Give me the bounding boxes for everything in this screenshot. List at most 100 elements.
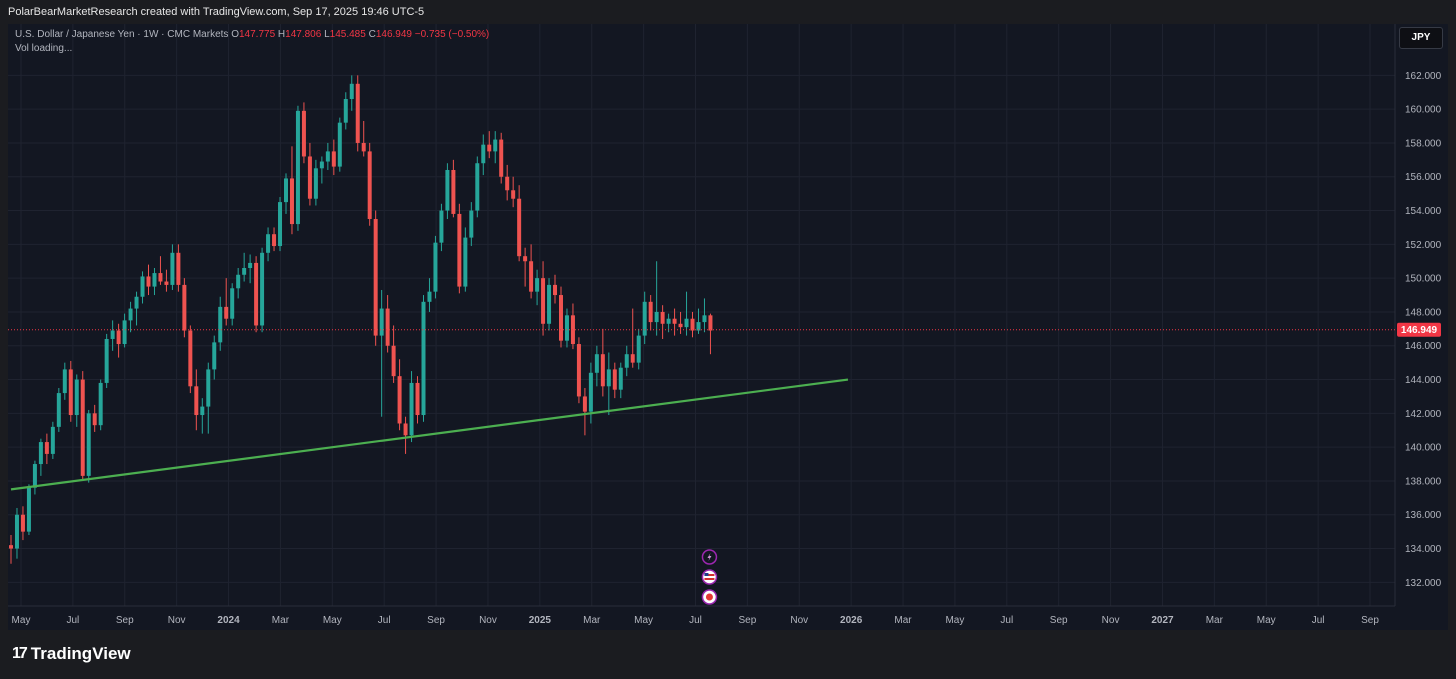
- candle-body: [188, 330, 193, 387]
- x-tick-label: 2027: [1151, 615, 1174, 626]
- candle-body: [612, 369, 617, 390]
- candle-body: [355, 83, 360, 143]
- x-tick-label: Jul: [689, 615, 702, 626]
- candle-body: [475, 163, 480, 211]
- candle-body: [343, 99, 348, 123]
- footer: 17 TradingView: [0, 630, 1456, 679]
- currency-button[interactable]: JPY: [1399, 27, 1443, 49]
- x-tick-label: 2025: [529, 615, 552, 626]
- candle-body: [684, 318, 689, 328]
- x-tick-label: May: [945, 615, 964, 626]
- y-tick-label: 162.000: [1405, 71, 1442, 82]
- y-tick-label: 146.000: [1405, 341, 1442, 352]
- candle-body: [14, 514, 19, 549]
- candle-body: [38, 442, 43, 465]
- attribution-text: PolarBearMarketResearch created with Tra…: [8, 6, 425, 18]
- candle-body: [218, 306, 223, 343]
- candle-body: [230, 288, 235, 319]
- y-tick-label: 160.000: [1405, 105, 1442, 116]
- x-tick-label: Sep: [1361, 615, 1379, 626]
- x-tick-label: 2024: [217, 615, 240, 626]
- x-tick-label: Mar: [1206, 615, 1224, 626]
- flag-stripe: [704, 574, 715, 576]
- candle-body: [283, 178, 288, 203]
- candle-body: [576, 344, 581, 397]
- y-tick-label: 132.000: [1405, 578, 1442, 589]
- candle-body: [212, 342, 217, 370]
- candle-body: [690, 318, 695, 331]
- candle-body: [319, 161, 324, 169]
- candle-body: [403, 423, 408, 436]
- brand-name: TradingView: [30, 644, 131, 663]
- low-value: 145.485: [329, 29, 366, 40]
- high-label: H: [277, 29, 286, 40]
- x-tick-label: Sep: [1050, 615, 1068, 626]
- candle-body: [696, 322, 701, 331]
- candle-body: [272, 234, 277, 247]
- support-trendline: [10, 378, 849, 491]
- candle-body: [254, 262, 259, 326]
- candle-body: [373, 218, 378, 336]
- x-tick-label: Sep: [116, 615, 134, 626]
- candle-body: [248, 262, 253, 269]
- candle-body: [337, 122, 342, 167]
- candle-body: [451, 169, 456, 214]
- candle-body: [194, 386, 199, 416]
- x-tick-label: Sep: [738, 615, 756, 626]
- candle-body: [439, 210, 444, 243]
- y-tick-label: 150.000: [1405, 274, 1442, 285]
- candle-body: [445, 169, 450, 211]
- candle-body: [702, 315, 707, 323]
- candle-body: [594, 354, 599, 373]
- candle-body: [260, 252, 265, 326]
- x-tick-label: Jul: [66, 615, 79, 626]
- candle-body: [68, 369, 73, 416]
- candle-body: [487, 144, 492, 152]
- last-price-label: 146.949: [1401, 325, 1438, 336]
- low-label: L: [324, 29, 330, 40]
- candle-body: [469, 210, 474, 238]
- candle-body: [385, 308, 390, 346]
- y-tick-label: 158.000: [1405, 138, 1442, 149]
- candle-body: [588, 372, 593, 412]
- candle-body: [146, 276, 151, 287]
- candle-body: [164, 281, 169, 285]
- close-label: C: [368, 29, 376, 40]
- candle-body: [98, 382, 103, 426]
- candle-body: [600, 354, 605, 387]
- candle-body: [158, 273, 163, 282]
- candle-body: [206, 369, 211, 407]
- candle-body: [391, 345, 396, 377]
- y-tick-label: 138.000: [1405, 476, 1442, 487]
- candle-body: [128, 308, 133, 321]
- candle-body: [582, 396, 587, 412]
- x-tick-label: Jul: [1312, 615, 1325, 626]
- candle-body: [200, 406, 205, 416]
- candle-body: [481, 144, 486, 164]
- candle-body: [409, 382, 414, 436]
- candle-body: [648, 301, 653, 323]
- candle-body: [678, 323, 683, 328]
- candle-body: [499, 139, 504, 177]
- candle-body: [630, 354, 635, 363]
- last-price-tag: [1397, 322, 1441, 337]
- candle-body: [397, 376, 402, 424]
- x-tick-label: Jul: [1000, 615, 1013, 626]
- y-tick-label: 154.000: [1405, 206, 1442, 217]
- candle-body: [9, 545, 13, 549]
- x-tick-label: Mar: [894, 615, 912, 626]
- tradingview-logo[interactable]: 17 TradingView: [12, 644, 131, 664]
- candle-body: [666, 318, 671, 324]
- chart-area[interactable]: [8, 24, 1448, 630]
- y-tick-label: 136.000: [1405, 510, 1442, 521]
- candle-body: [176, 252, 181, 285]
- candle-body: [415, 382, 420, 416]
- x-tick-label: May: [12, 615, 31, 626]
- candle-body: [242, 268, 247, 275]
- candle-body: [427, 291, 432, 302]
- candle-body: [56, 393, 61, 427]
- volume-status: Vol loading...: [15, 43, 73, 54]
- candle-body: [32, 464, 37, 488]
- candle-body: [74, 379, 79, 416]
